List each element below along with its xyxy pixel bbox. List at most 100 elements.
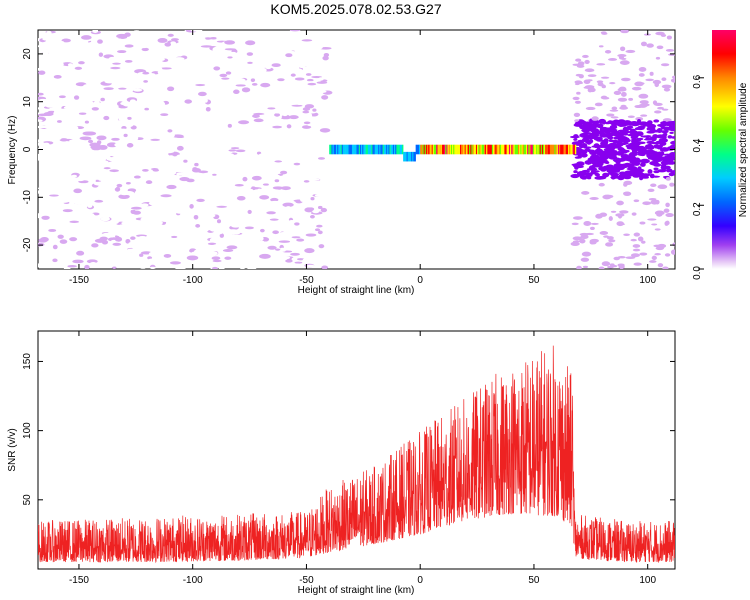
spectrogram-cell (98, 52, 104, 57)
spectrogram-cell (288, 220, 296, 223)
spectrogram-cell (223, 253, 234, 256)
spectrogram-cell (305, 233, 317, 237)
spectrogram-cell (657, 169, 667, 173)
spectrogram-cell (300, 47, 311, 53)
spectrogram-cell (177, 32, 189, 36)
spectrogram-cell (222, 98, 227, 104)
spectrogram-cell (181, 241, 186, 247)
spectrogram-cell (52, 164, 65, 168)
spectrogram-cell (351, 144, 354, 155)
spectrogram-cell (235, 32, 246, 36)
spectrogram-cell (148, 41, 160, 47)
spectrogram-cell (300, 186, 308, 191)
spectrogram-cell (666, 35, 672, 40)
spectrogram-cell (617, 87, 627, 92)
spectrogram-cell (73, 188, 83, 194)
spectrogram-cell (263, 179, 269, 184)
spectrogram-cell (127, 116, 132, 120)
spectrogram-cell (584, 160, 593, 165)
spectrogram-cell (306, 78, 314, 82)
spectrogram-cell (236, 235, 242, 240)
spectrogram-cell (254, 44, 259, 48)
spectrogram-cell (169, 132, 175, 138)
spectrogram-cell (260, 82, 271, 88)
spectrogram-cell (114, 38, 123, 41)
spectrogram-cell (191, 95, 197, 100)
spectrogram-cell (111, 137, 120, 141)
spectrogram-cell (93, 100, 100, 106)
y-tick-label: 50 (22, 494, 33, 506)
spectrogram-cell (134, 107, 143, 110)
spectrogram-cell (571, 141, 582, 146)
spectrogram-cell (198, 68, 207, 72)
spectrogram-cell (322, 55, 329, 61)
spectrogram-cell (79, 221, 91, 227)
spectrogram-cell (116, 232, 129, 237)
spectrogram-cell (58, 189, 68, 195)
spectrogram-cell (594, 148, 604, 154)
spectrogram-cell (672, 242, 675, 247)
spectrogram-cell (307, 123, 317, 127)
spectrogram-cell (229, 173, 237, 178)
spectrogram-cell (314, 101, 327, 105)
spectrogram-cell (227, 123, 232, 128)
spectrogram-cell (608, 139, 614, 143)
spectrogram-cell (298, 71, 306, 74)
spectrogram-cell (257, 188, 262, 192)
spectrogram-cell (661, 108, 669, 111)
spectrogram-cell (186, 178, 195, 183)
spectrogram-cell (493, 144, 495, 155)
spectrogram-cell (623, 233, 630, 236)
spectrogram-cell (579, 238, 586, 244)
spectrogram-cell (63, 254, 69, 258)
spectrogram-cell (617, 97, 628, 102)
spectrogram-cell (269, 257, 279, 262)
spectrogram-cell (38, 242, 45, 247)
spectrogram-cell (494, 144, 496, 155)
spectrogram-cell (174, 47, 179, 51)
spectrogram-cell (625, 49, 636, 53)
spectrogram-cell (194, 162, 199, 167)
spectrogram-cell (669, 156, 675, 161)
spectrogram-cell (108, 56, 116, 62)
spectrogram-cell (160, 133, 168, 137)
spectrogram-cell (620, 91, 627, 97)
spectrogram-cell (202, 184, 210, 189)
spectrogram-cell (77, 86, 83, 91)
spectrogram-cell (314, 45, 323, 50)
spectrogram-cell (74, 72, 81, 76)
y-tick-label: -20 (22, 237, 33, 252)
spectrogram-cell (653, 163, 662, 167)
spectrogram-cell (654, 228, 661, 231)
spectrogram-cell (167, 129, 173, 133)
spectrogram-cell (169, 208, 182, 211)
spectrogram-cell (503, 144, 505, 155)
spectrogram-cell (97, 256, 105, 260)
spectrogram-cell (302, 110, 310, 114)
spectrogram-cell (177, 249, 184, 252)
spectrogram-cell (87, 42, 95, 47)
spectrogram-cell (222, 138, 233, 143)
spectrogram-cell (170, 114, 175, 120)
spectrogram-cell (637, 236, 644, 242)
spectrogram-cell (458, 144, 461, 155)
spectrogram-cell (38, 44, 45, 48)
spectrogram-cell (610, 151, 619, 156)
spectrogram-cell (554, 144, 556, 155)
spectrogram-cell (341, 144, 344, 155)
spectrogram-cell (127, 82, 140, 86)
spectrogram-cell (668, 125, 675, 129)
spectrogram-cell (223, 200, 229, 206)
spectrogram-cell (233, 255, 240, 260)
spectrogram-cell (53, 75, 62, 79)
spectrogram-cell (541, 144, 544, 155)
spectrogram-cell (586, 176, 592, 180)
spectrogram-cell (239, 265, 246, 269)
spectrogram-cell (617, 255, 626, 259)
spectrogram-cell (291, 104, 303, 107)
spectrogram-cell (481, 144, 484, 155)
spectrogram-cell (48, 165, 53, 170)
spectrogram-cell (224, 256, 232, 260)
spectrogram-cell (227, 211, 239, 216)
